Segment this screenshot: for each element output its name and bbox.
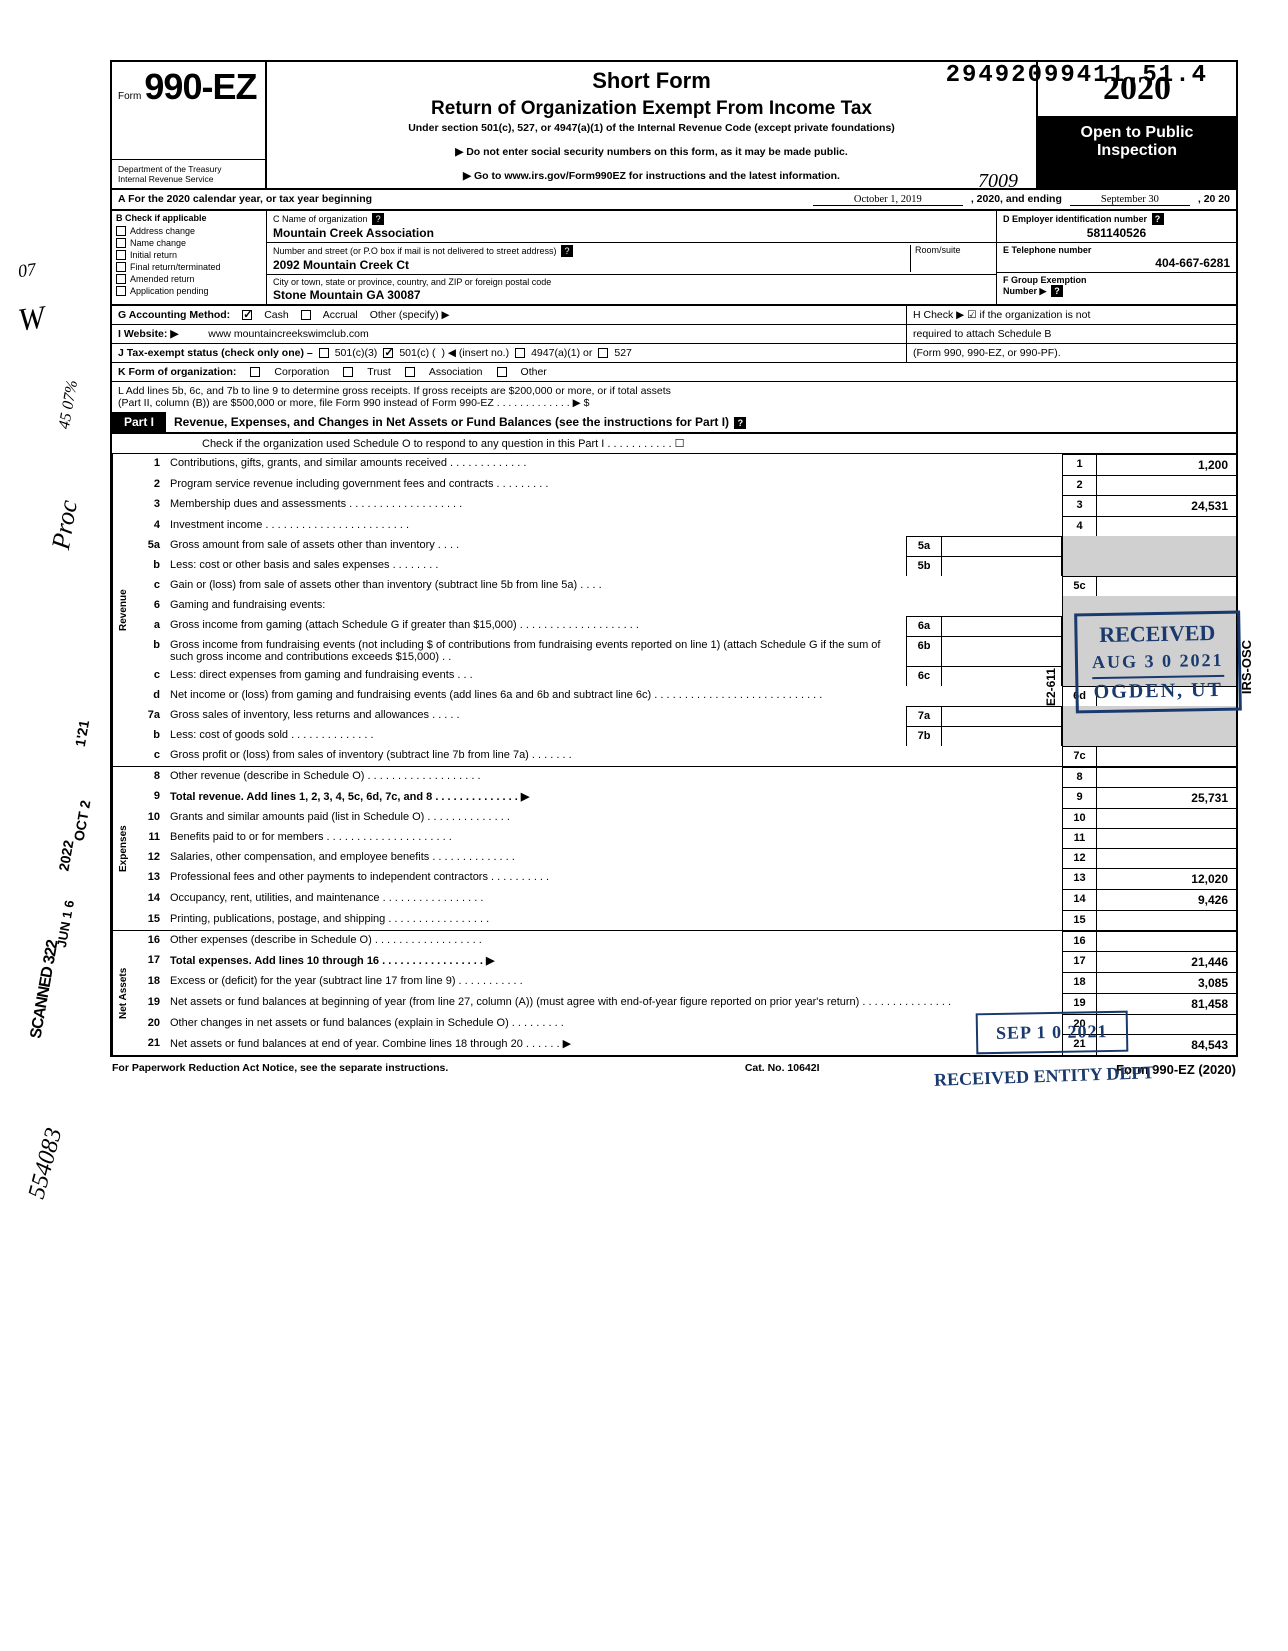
line-1: 1Contributions, gifts, grants, and simil… xyxy=(134,454,1236,475)
ssn-warning: ▶ Do not enter social security numbers o… xyxy=(275,146,1028,158)
return-title: Return of Organization Exempt From Incom… xyxy=(275,98,1028,120)
line-b: bGross income from fundraising events (n… xyxy=(134,636,1236,666)
street-row: Number and street (or P.O box if mail is… xyxy=(267,243,996,275)
chk-pending[interactable]: Application pending xyxy=(112,285,266,297)
row-l: L Add lines 5b, 6c, and 7b to line 9 to … xyxy=(110,382,1238,412)
ein-row: D Employer identification number ? 58114… xyxy=(997,211,1236,243)
col-b-checkboxes: B Check if applicable Address change Nam… xyxy=(112,211,267,304)
section-expenses: Expenses xyxy=(112,767,134,930)
year-begin: October 1, 2019 xyxy=(813,194,963,206)
line-13: 13Professional fees and other payments t… xyxy=(134,868,1236,889)
chk-amended[interactable]: Amended return xyxy=(112,273,266,285)
line-3: 3Membership dues and assessments . . . .… xyxy=(134,495,1236,516)
h-check: H Check ▶ ☑ if the organization is not xyxy=(906,306,1236,324)
year-end: September 30 xyxy=(1070,194,1190,206)
chk-initial-return[interactable]: Initial return xyxy=(112,249,266,261)
part1-table: Revenue 1Contributions, gifts, grants, a… xyxy=(110,454,1238,1057)
dept-treasury: Department of the Treasury Internal Reve… xyxy=(112,159,265,188)
line-4: 4Investment income . . . . . . . . . . .… xyxy=(134,516,1236,536)
line-2: 2Program service revenue including gover… xyxy=(134,475,1236,495)
goto-url: ▶ Go to www.irs.gov/Form990EZ for instru… xyxy=(275,170,1028,182)
line-18: 18Excess or (deficit) for the year (subt… xyxy=(134,972,1236,993)
line-11: 11Benefits paid to or for members . . . … xyxy=(134,828,1236,848)
irs-osc-label: IRS-OSC xyxy=(1239,640,1254,694)
help-icon[interactable]: ? xyxy=(561,245,573,257)
part1-sub: Check if the organization used Schedule … xyxy=(110,434,1238,454)
line-9: 9Total revenue. Add lines 1, 2, 3, 4, 5c… xyxy=(134,787,1236,808)
chk-501c3[interactable] xyxy=(319,348,329,358)
chk-cash[interactable] xyxy=(242,310,252,320)
part1-header: Part I Revenue, Expenses, and Changes in… xyxy=(110,412,1238,434)
block-bcd: B Check if applicable Address change Nam… xyxy=(110,211,1238,306)
help-icon[interactable]: ? xyxy=(1152,213,1164,225)
org-name: Mountain Creek Association xyxy=(273,226,990,240)
row-a-tax-year: A For the 2020 calendar year, or tax yea… xyxy=(110,190,1238,211)
hand-121: 1'21 xyxy=(72,719,92,748)
hand-oct2: OCT 2 xyxy=(71,799,94,842)
received-stamp: RECEIVED AUG 3 0 2021 OGDEN, UT xyxy=(1074,611,1241,714)
sep-stamp: SEP 1 0 2021 xyxy=(976,1011,1128,1055)
phone: 404-667-6281 xyxy=(1003,256,1230,270)
chk-name-change[interactable]: Name change xyxy=(112,237,266,249)
under-section: Under section 501(c), 527, or 4947(a)(1)… xyxy=(275,122,1028,134)
top-stamped-number: 29492099411.51.4OMB No 1545-0047 xyxy=(946,62,1208,89)
hand-scanned: SCANNED 322 xyxy=(28,939,63,1040)
section-net-assets: Net Assets xyxy=(112,931,134,1055)
hand-2022: 2022 xyxy=(55,839,76,872)
help-icon[interactable]: ? xyxy=(1051,285,1063,297)
chk-address-change[interactable]: Address change xyxy=(112,225,266,237)
phone-row: E Telephone number 404-667-6281 xyxy=(997,243,1236,273)
website: www mountaincreekswimclub.com xyxy=(208,328,368,340)
line-c: cGain or (loss) from sale of assets othe… xyxy=(134,576,1236,596)
street: 2092 Mountain Creek Ct xyxy=(273,258,910,272)
e2-611-label: E2-611 xyxy=(1044,668,1058,706)
row-i-website: I Website: ▶ www mountaincreekswimclub.c… xyxy=(110,325,1238,344)
hand-w: W xyxy=(16,298,48,338)
line-d: dNet income or (loss) from gaming and fu… xyxy=(134,686,1236,706)
open-to-public: Open to Public Inspection xyxy=(1038,116,1236,188)
line-6: 6Gaming and fundraising events: xyxy=(134,596,1236,616)
line-a: aGross income from gaming (attach Schedu… xyxy=(134,616,1236,636)
line-5a: 5aGross amount from sale of assets other… xyxy=(134,536,1236,556)
line-15: 15Printing, publications, postage, and s… xyxy=(134,910,1236,930)
city-row: City or town, state or province, country… xyxy=(267,275,996,304)
ein: 581140526 xyxy=(1003,226,1230,240)
line-c: cGross profit or (loss) from sales of in… xyxy=(134,746,1236,766)
line-17: 17Total expenses. Add lines 10 through 1… xyxy=(134,951,1236,972)
city-state-zip: Stone Mountain GA 30087 xyxy=(273,288,990,302)
line-14: 14Occupancy, rent, utilities, and mainte… xyxy=(134,889,1236,910)
section-revenue: Revenue xyxy=(112,454,134,766)
chk-4947[interactable] xyxy=(515,348,525,358)
group-exemption-row: F Group Exemption Number ▶ ? xyxy=(997,273,1236,299)
row-g-accounting: G Accounting Method: Cash Accrual Other … xyxy=(110,306,1238,325)
org-name-row: C Name of organization ? Mountain Creek … xyxy=(267,211,996,243)
short-form-title: Short Form xyxy=(275,68,1028,94)
help-icon[interactable]: ? xyxy=(372,213,384,225)
line-b: bLess: cost of goods sold . . . . . . . … xyxy=(134,726,1236,746)
chk-527[interactable] xyxy=(598,348,608,358)
line-7a: 7aGross sales of inventory, less returns… xyxy=(134,706,1236,726)
line-16: 16Other expenses (describe in Schedule O… xyxy=(134,931,1236,951)
chk-trust[interactable] xyxy=(343,367,353,377)
form-number-box: Form 990-EZ xyxy=(112,62,265,159)
chk-final-return[interactable]: Final return/terminated xyxy=(112,261,266,273)
chk-other[interactable] xyxy=(497,367,507,377)
hand-7009: 7009 xyxy=(978,170,1018,193)
chk-assoc[interactable] xyxy=(405,367,415,377)
line-8: 8Other revenue (describe in Schedule O) … xyxy=(134,767,1236,787)
hand-45: 45 07% xyxy=(56,379,82,431)
line-12: 12Salaries, other compensation, and empl… xyxy=(134,848,1236,868)
hand-554083: 554083 xyxy=(24,1125,69,1202)
chk-accrual[interactable] xyxy=(301,310,311,320)
line-b: bLess: cost or other basis and sales exp… xyxy=(134,556,1236,576)
chk-corp[interactable] xyxy=(250,367,260,377)
hand-proc: Proc xyxy=(46,498,84,552)
chk-501c[interactable] xyxy=(383,348,393,358)
line-c: cLess: direct expenses from gaming and f… xyxy=(134,666,1236,686)
row-j-tax-exempt: J Tax-exempt status (check only one) – 5… xyxy=(110,344,1238,363)
line-10: 10Grants and similar amounts paid (list … xyxy=(134,808,1236,828)
help-icon[interactable]: ? xyxy=(734,417,746,429)
row-k-form-org: K Form of organization: Corporation Trus… xyxy=(110,363,1238,382)
hand-07: 07 xyxy=(17,259,38,282)
